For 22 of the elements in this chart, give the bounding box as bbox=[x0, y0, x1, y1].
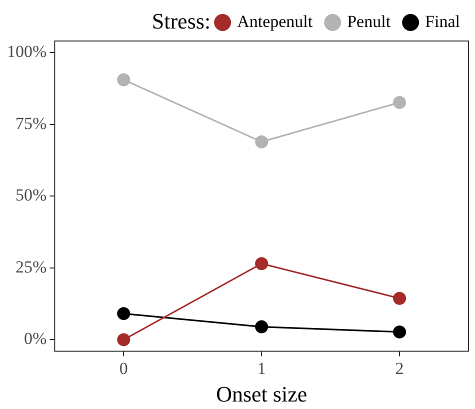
x-axis-title: Onset size bbox=[216, 382, 308, 407]
point bbox=[393, 292, 406, 305]
y-tick-label: 100% bbox=[6, 42, 47, 61]
point bbox=[117, 73, 130, 86]
point bbox=[393, 96, 406, 109]
x-tick-label: 2 bbox=[395, 358, 404, 378]
y-tick-label: 50% bbox=[15, 186, 47, 205]
x-tick-label: 0 bbox=[119, 358, 128, 378]
point bbox=[117, 307, 130, 320]
y-tick-label: 75% bbox=[15, 114, 47, 133]
legend-label: Antepenult bbox=[237, 12, 313, 31]
point bbox=[255, 320, 268, 334]
point bbox=[117, 333, 130, 346]
y-tick-label: 25% bbox=[15, 257, 47, 276]
x-tick-label: 1 bbox=[257, 358, 266, 378]
legend-title: Stress: bbox=[152, 8, 211, 34]
legend-label: Final bbox=[425, 12, 460, 31]
point bbox=[393, 325, 406, 338]
point bbox=[255, 257, 268, 270]
legend-label: Penult bbox=[347, 12, 391, 31]
y-tick-label: 0% bbox=[24, 329, 47, 348]
point bbox=[255, 135, 268, 148]
